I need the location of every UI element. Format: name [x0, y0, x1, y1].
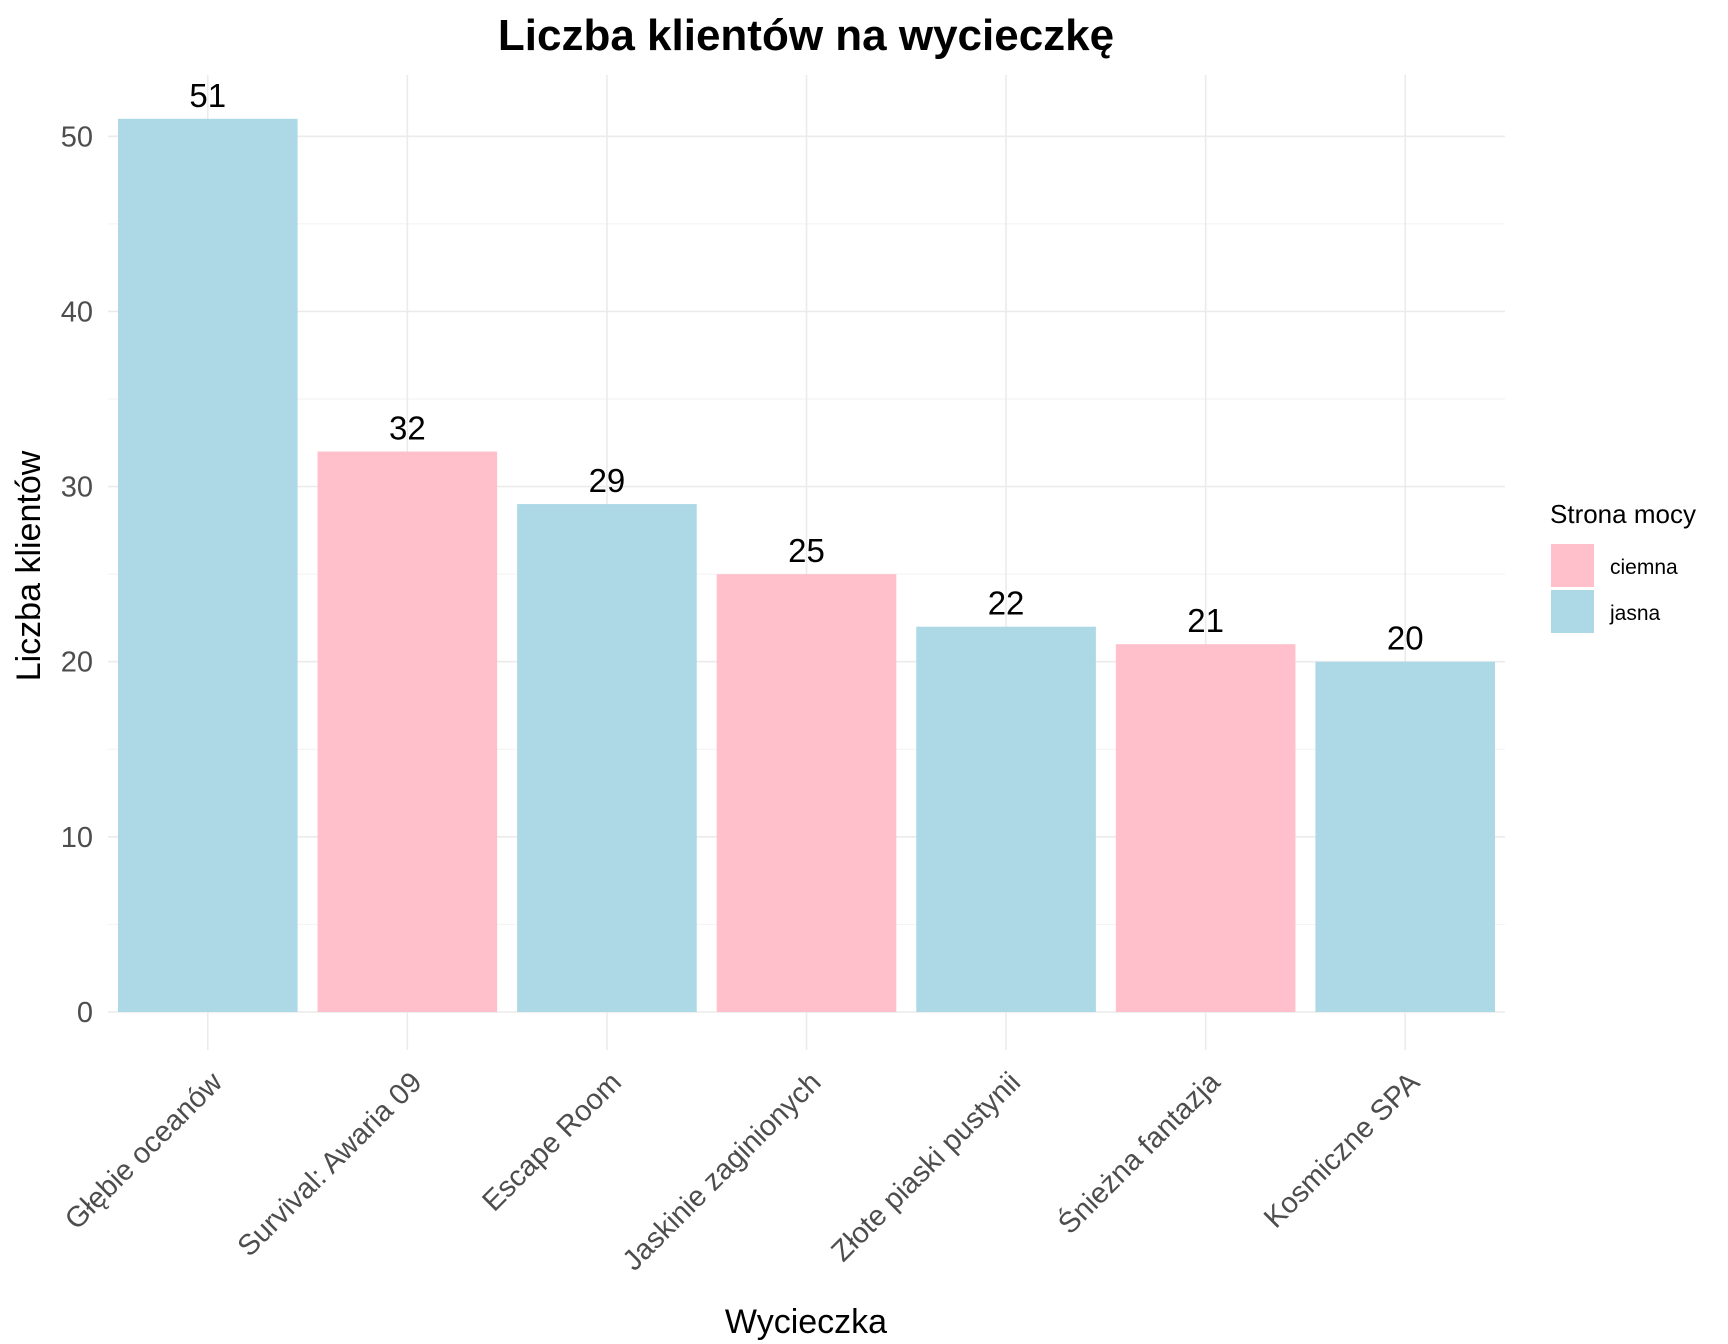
y-tick-label: 0	[77, 997, 93, 1029]
data-label: 29	[589, 462, 626, 499]
legend-title: Strona mocy	[1550, 499, 1696, 529]
legend-swatch-ciemna	[1551, 544, 1594, 587]
x-tick-label: Śnieżna fantazja	[1051, 1064, 1227, 1240]
bar	[1315, 661, 1496, 1012]
bar	[517, 504, 697, 1012]
bar	[716, 574, 897, 1012]
legend: Strona mocy ciemna jasna	[1550, 499, 1696, 633]
y-tick-label: 30	[61, 472, 93, 504]
x-axis-ticks: Głębie oceanów Survival: Awaria 09 Escape …	[59, 1064, 1427, 1277]
x-tick-label: Głębie oceanów	[59, 1066, 229, 1236]
bar	[1115, 644, 1296, 1012]
x-tick-label: Kosmiczne SPA	[1258, 1066, 1427, 1235]
data-label: 22	[988, 585, 1025, 622]
y-tick-label: 40	[61, 296, 93, 328]
x-tick-label: Złote piaski pustynii	[825, 1066, 1027, 1268]
y-tick-label: 20	[61, 647, 93, 679]
legend-swatch-jasna	[1551, 590, 1594, 633]
data-label: 25	[788, 532, 825, 569]
data-label: 21	[1187, 602, 1224, 639]
y-axis-ticks: 0 10 20 30 40 50	[61, 121, 93, 1029]
x-tick-label: Survival: Awaria 09	[232, 1066, 429, 1263]
chart-title: Liczba klientów na wycieczkę	[498, 11, 1114, 60]
y-axis-title: Liczba klientów	[10, 450, 48, 681]
data-label: 32	[389, 410, 426, 447]
legend-label-ciemna: ciemna	[1610, 556, 1678, 579]
data-label: 51	[189, 77, 226, 114]
y-tick-label: 50	[61, 121, 93, 153]
bars	[117, 118, 1496, 1013]
bar	[317, 451, 498, 1012]
bar	[117, 118, 298, 1013]
x-axis-title: Wycieczka	[725, 1303, 887, 1341]
x-tick-label: Jaskinie zaginionych	[617, 1066, 828, 1277]
y-tick-label: 10	[61, 822, 93, 854]
data-labels: 51 32 29 25 22 21 20	[189, 77, 1423, 657]
bar	[916, 626, 1096, 1012]
legend-label-jasna: jasna	[1609, 602, 1661, 625]
x-tick-label: Escape Room	[476, 1066, 627, 1217]
data-label: 20	[1387, 620, 1424, 657]
